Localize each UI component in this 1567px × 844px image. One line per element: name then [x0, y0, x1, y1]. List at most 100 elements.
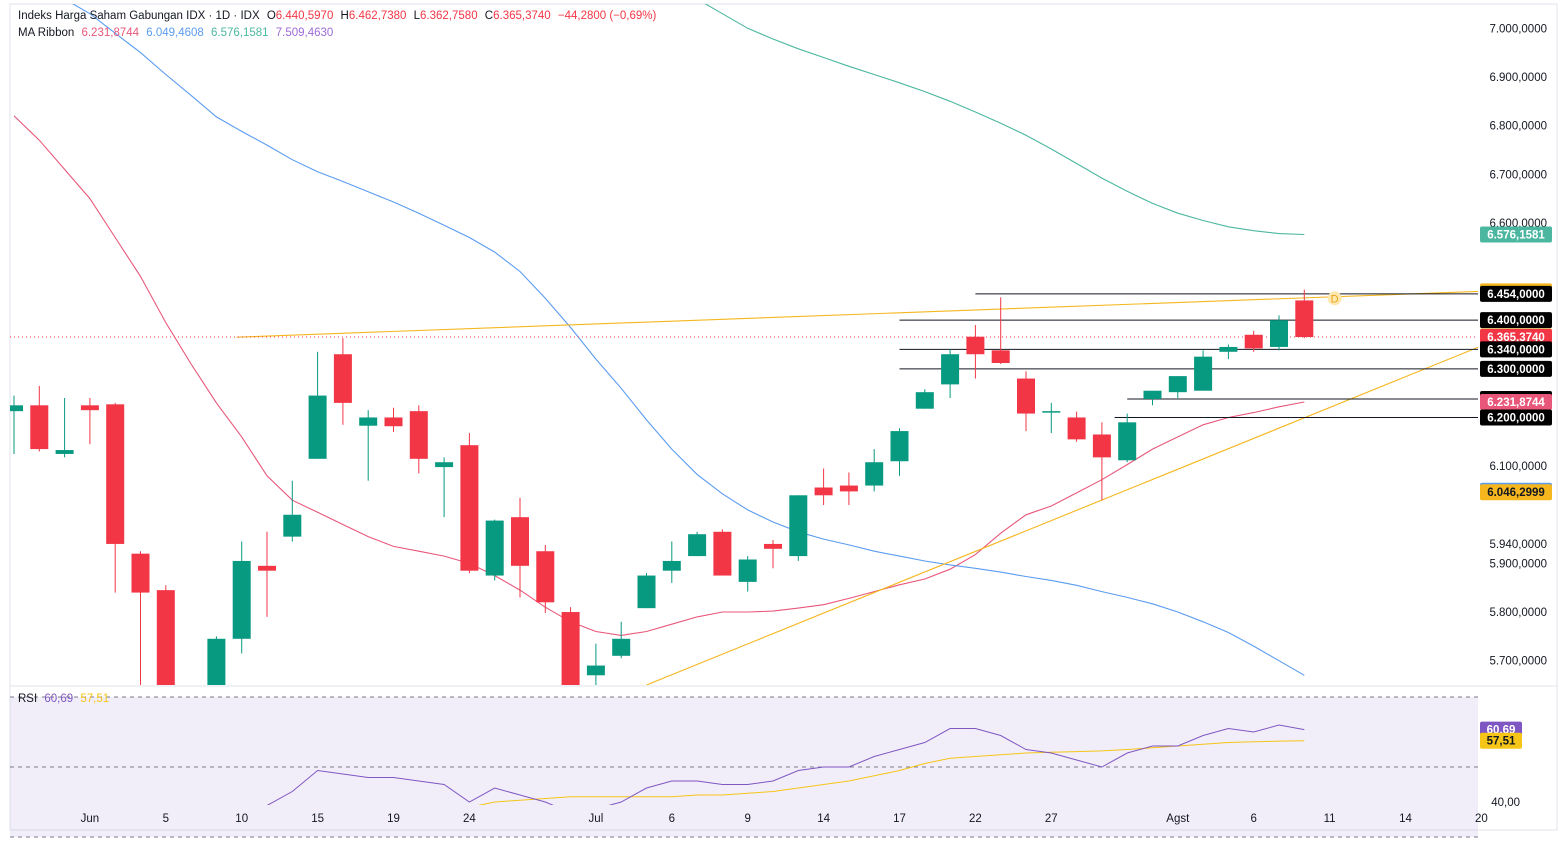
price-badge: 6.046,2999	[1480, 484, 1552, 501]
candle-body	[207, 638, 226, 685]
candle-body	[1219, 346, 1238, 352]
ma-value-4: 7.509,4630	[275, 27, 334, 39]
y-tick-label: 5.800,0000	[1489, 607, 1547, 619]
price-badge-bg	[1480, 393, 1552, 410]
y-tick-label: 5.700,0000	[1489, 656, 1547, 668]
ma-line-1	[13, 115, 1305, 636]
candle	[258, 531, 276, 617]
rsi-badge-bg	[1480, 732, 1522, 749]
candle-body	[1168, 376, 1187, 393]
price-badge-bg	[1480, 312, 1552, 329]
change-value: −44,2800 (−0,69%)	[557, 10, 657, 22]
candle-body	[662, 560, 681, 571]
candle	[662, 541, 681, 583]
x-tick-label: Agst	[1166, 813, 1190, 825]
ma-value-2: 6.049,4608	[146, 27, 204, 39]
price-badge: 6.231,8744	[1480, 393, 1552, 410]
candle	[1244, 330, 1263, 352]
candle	[1017, 371, 1035, 432]
candle-body	[359, 417, 378, 426]
chart-frame	[9, 3, 1558, 831]
candle	[1067, 411, 1086, 442]
open-label: O	[266, 10, 276, 22]
candle	[1194, 350, 1213, 391]
candle-body	[839, 485, 858, 492]
candle-body	[941, 354, 960, 385]
candle	[688, 531, 707, 557]
candle	[789, 495, 808, 561]
candle-body	[536, 551, 555, 603]
close-value: 6.365,3740	[493, 10, 551, 22]
candle	[55, 398, 74, 458]
rsi-value: 60,69	[44, 693, 74, 705]
price-badge: 6.576,1581	[1480, 226, 1552, 243]
candle-body	[586, 665, 605, 676]
price-badge-text: 6.454,0000	[1487, 289, 1545, 301]
price-badge: 6.300,0000	[1480, 360, 1552, 377]
candle-body	[890, 431, 909, 462]
candle	[1118, 413, 1137, 463]
candle	[106, 402, 125, 593]
candle	[232, 541, 251, 654]
price-badge-bg	[1480, 329, 1552, 346]
candle-body	[156, 590, 175, 685]
rsi-pane	[14, 724, 1305, 844]
candle-body	[1118, 422, 1137, 461]
candle-body	[1092, 434, 1111, 458]
candle-body	[637, 575, 656, 609]
x-tick-label: 6	[1250, 813, 1256, 825]
candle-body	[384, 417, 403, 427]
candle	[1270, 315, 1288, 351]
x-tick-label: 10	[235, 813, 248, 825]
candle-body	[915, 392, 934, 409]
x-tick-label: 15	[311, 813, 324, 825]
candle	[1143, 390, 1162, 406]
candle-body	[55, 450, 74, 454]
candle-body	[30, 405, 49, 450]
y-tick-label: 7.000,0000	[1489, 23, 1547, 35]
price-badge-text: 6.365,3740	[1487, 332, 1545, 344]
x-tick-label: Jul	[589, 813, 604, 825]
price-badge-text: 6.400,0000	[1487, 315, 1545, 327]
rsi-legend: RSI 60,69 57,51	[18, 693, 113, 705]
price-badge: 6.454,0000	[1480, 285, 1552, 302]
candle	[713, 529, 732, 576]
x-tick-label: 20	[1475, 813, 1488, 825]
candle-body	[1295, 300, 1314, 338]
x-tick-label: 14	[817, 813, 830, 825]
candle-body	[1244, 334, 1263, 349]
ma-value-3: 6.576,1581	[211, 27, 269, 39]
candle-body	[232, 560, 251, 639]
x-tick-label: 9	[744, 813, 750, 825]
annotation-marker	[1327, 291, 1342, 306]
candle	[359, 410, 378, 481]
candle	[865, 449, 884, 492]
candle	[586, 643, 605, 685]
candle-body	[308, 395, 327, 459]
price-badge: 6.365,3740	[1480, 329, 1552, 346]
candle	[966, 325, 985, 379]
candle-body	[688, 534, 707, 557]
candle	[460, 433, 479, 574]
candle	[283, 480, 302, 542]
price-badge-bg	[1480, 484, 1552, 501]
candle-body	[10, 405, 23, 412]
candle	[1219, 344, 1238, 360]
price-badge-bg	[1480, 341, 1552, 358]
candle	[384, 407, 403, 433]
candle	[637, 573, 656, 609]
y-tick-label: 6.700,0000	[1489, 169, 1547, 181]
candle-body	[80, 405, 99, 411]
candle	[435, 457, 454, 518]
candle-body	[991, 350, 1010, 363]
x-tick-label: 22	[969, 813, 982, 825]
price-badge: 6.340,0000	[1480, 341, 1552, 358]
candle-body	[106, 404, 125, 544]
rsi-oversold-fill	[14, 837, 216, 844]
symbol-title: Indeks Harga Saham Gabungan IDX · 1D · I…	[18, 10, 260, 22]
candle	[10, 395, 23, 454]
candle	[738, 556, 757, 592]
rsi-badge-text: 57,51	[1487, 736, 1516, 748]
